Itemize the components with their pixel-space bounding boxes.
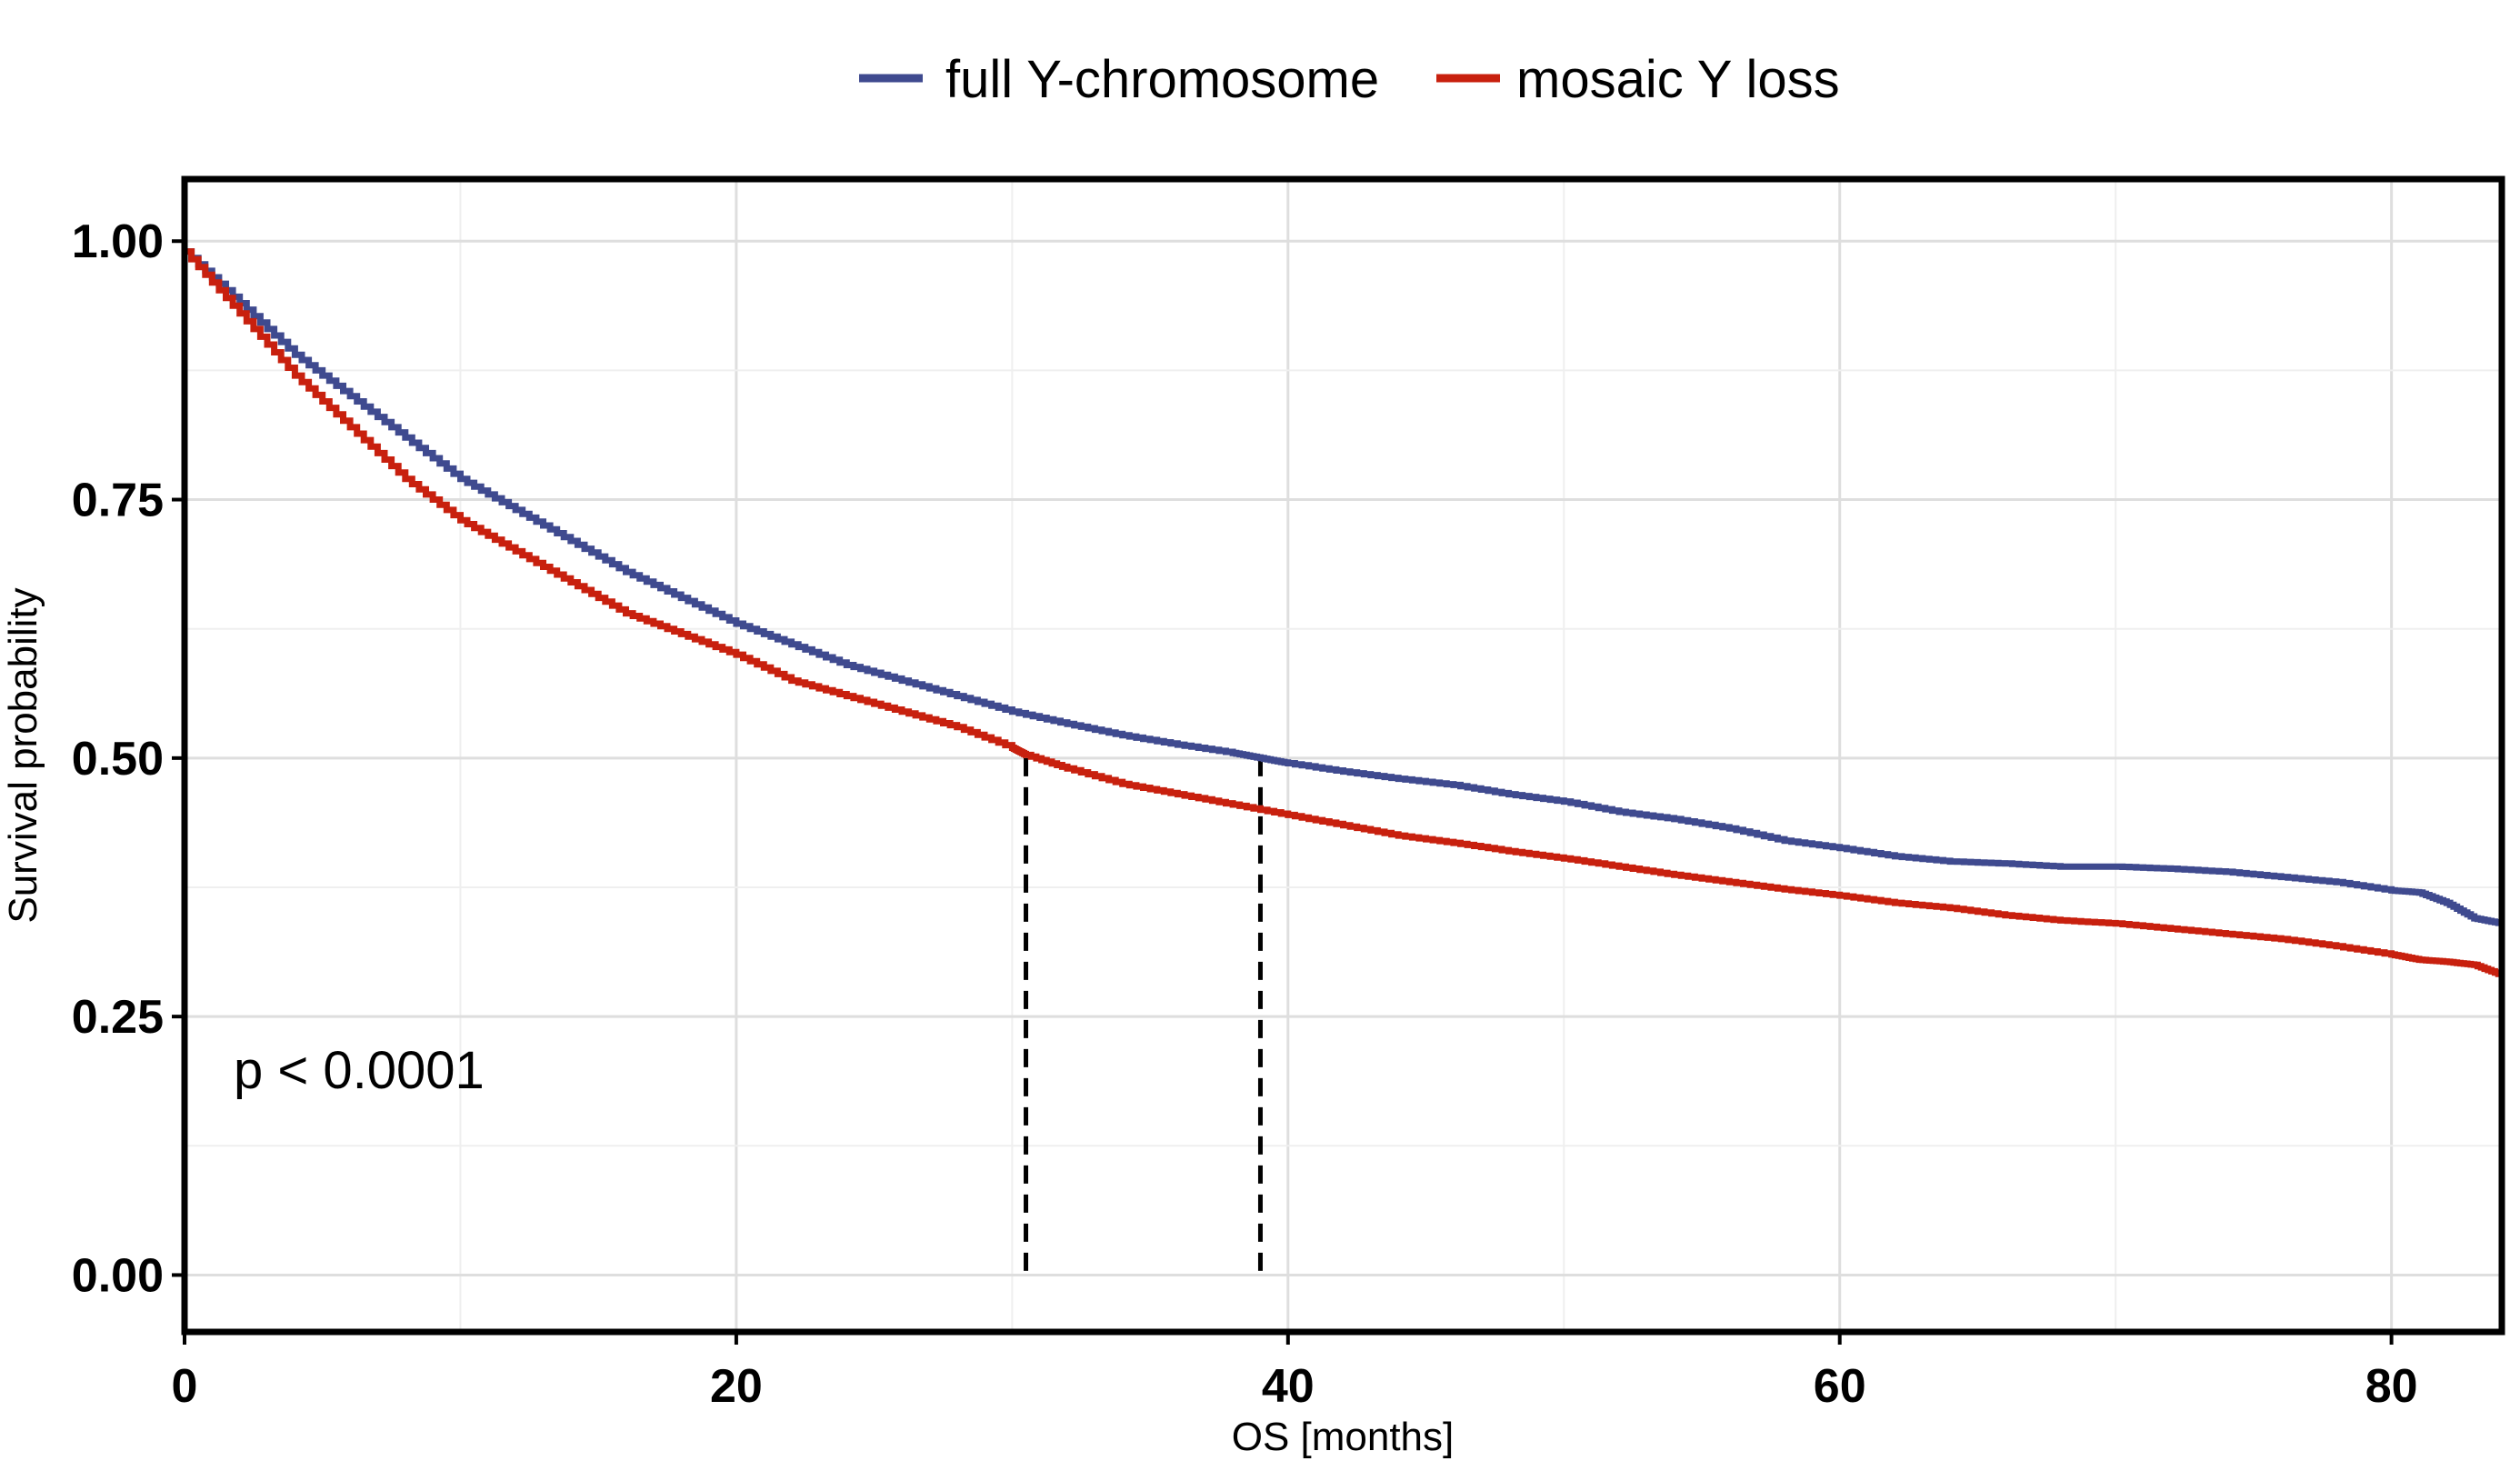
x-axis-title: OS [months] [1232, 1415, 1455, 1459]
survival-curves [185, 248, 2505, 977]
survival-curve-full-y [185, 248, 2505, 926]
y-tick-label: 0.50 [72, 733, 164, 786]
y-tick-label: 0.75 [72, 475, 164, 527]
y-tick-label: 0.00 [72, 1249, 164, 1302]
x-tick-label: 60 [1814, 1360, 1866, 1413]
grid [183, 179, 2502, 1332]
x-tick-label: 20 [710, 1360, 763, 1413]
legend: full Y-chromosome mosaic Y loss [859, 50, 1840, 109]
p-value-annotation: p < 0.0001 [234, 1041, 485, 1100]
y-tick-label: 1.00 [72, 215, 164, 268]
x-tick-label: 80 [2365, 1360, 2418, 1413]
plot-panel-border [181, 175, 2505, 1336]
x-tick-label: 0 [172, 1360, 198, 1413]
axes: 0 20 40 60 80 0.00 0.25 0.50 0.75 1.00 [72, 215, 2418, 1413]
y-axis-title: Survival probability [1, 587, 45, 923]
y-tick-label: 0.25 [72, 991, 164, 1044]
x-tick-label: 40 [1262, 1360, 1315, 1413]
legend-label-mosaic-y: mosaic Y loss [1516, 50, 1840, 109]
survival-curve-mosaic-y [185, 248, 2505, 977]
legend-label-full-y: full Y-chromosome [945, 50, 1379, 109]
